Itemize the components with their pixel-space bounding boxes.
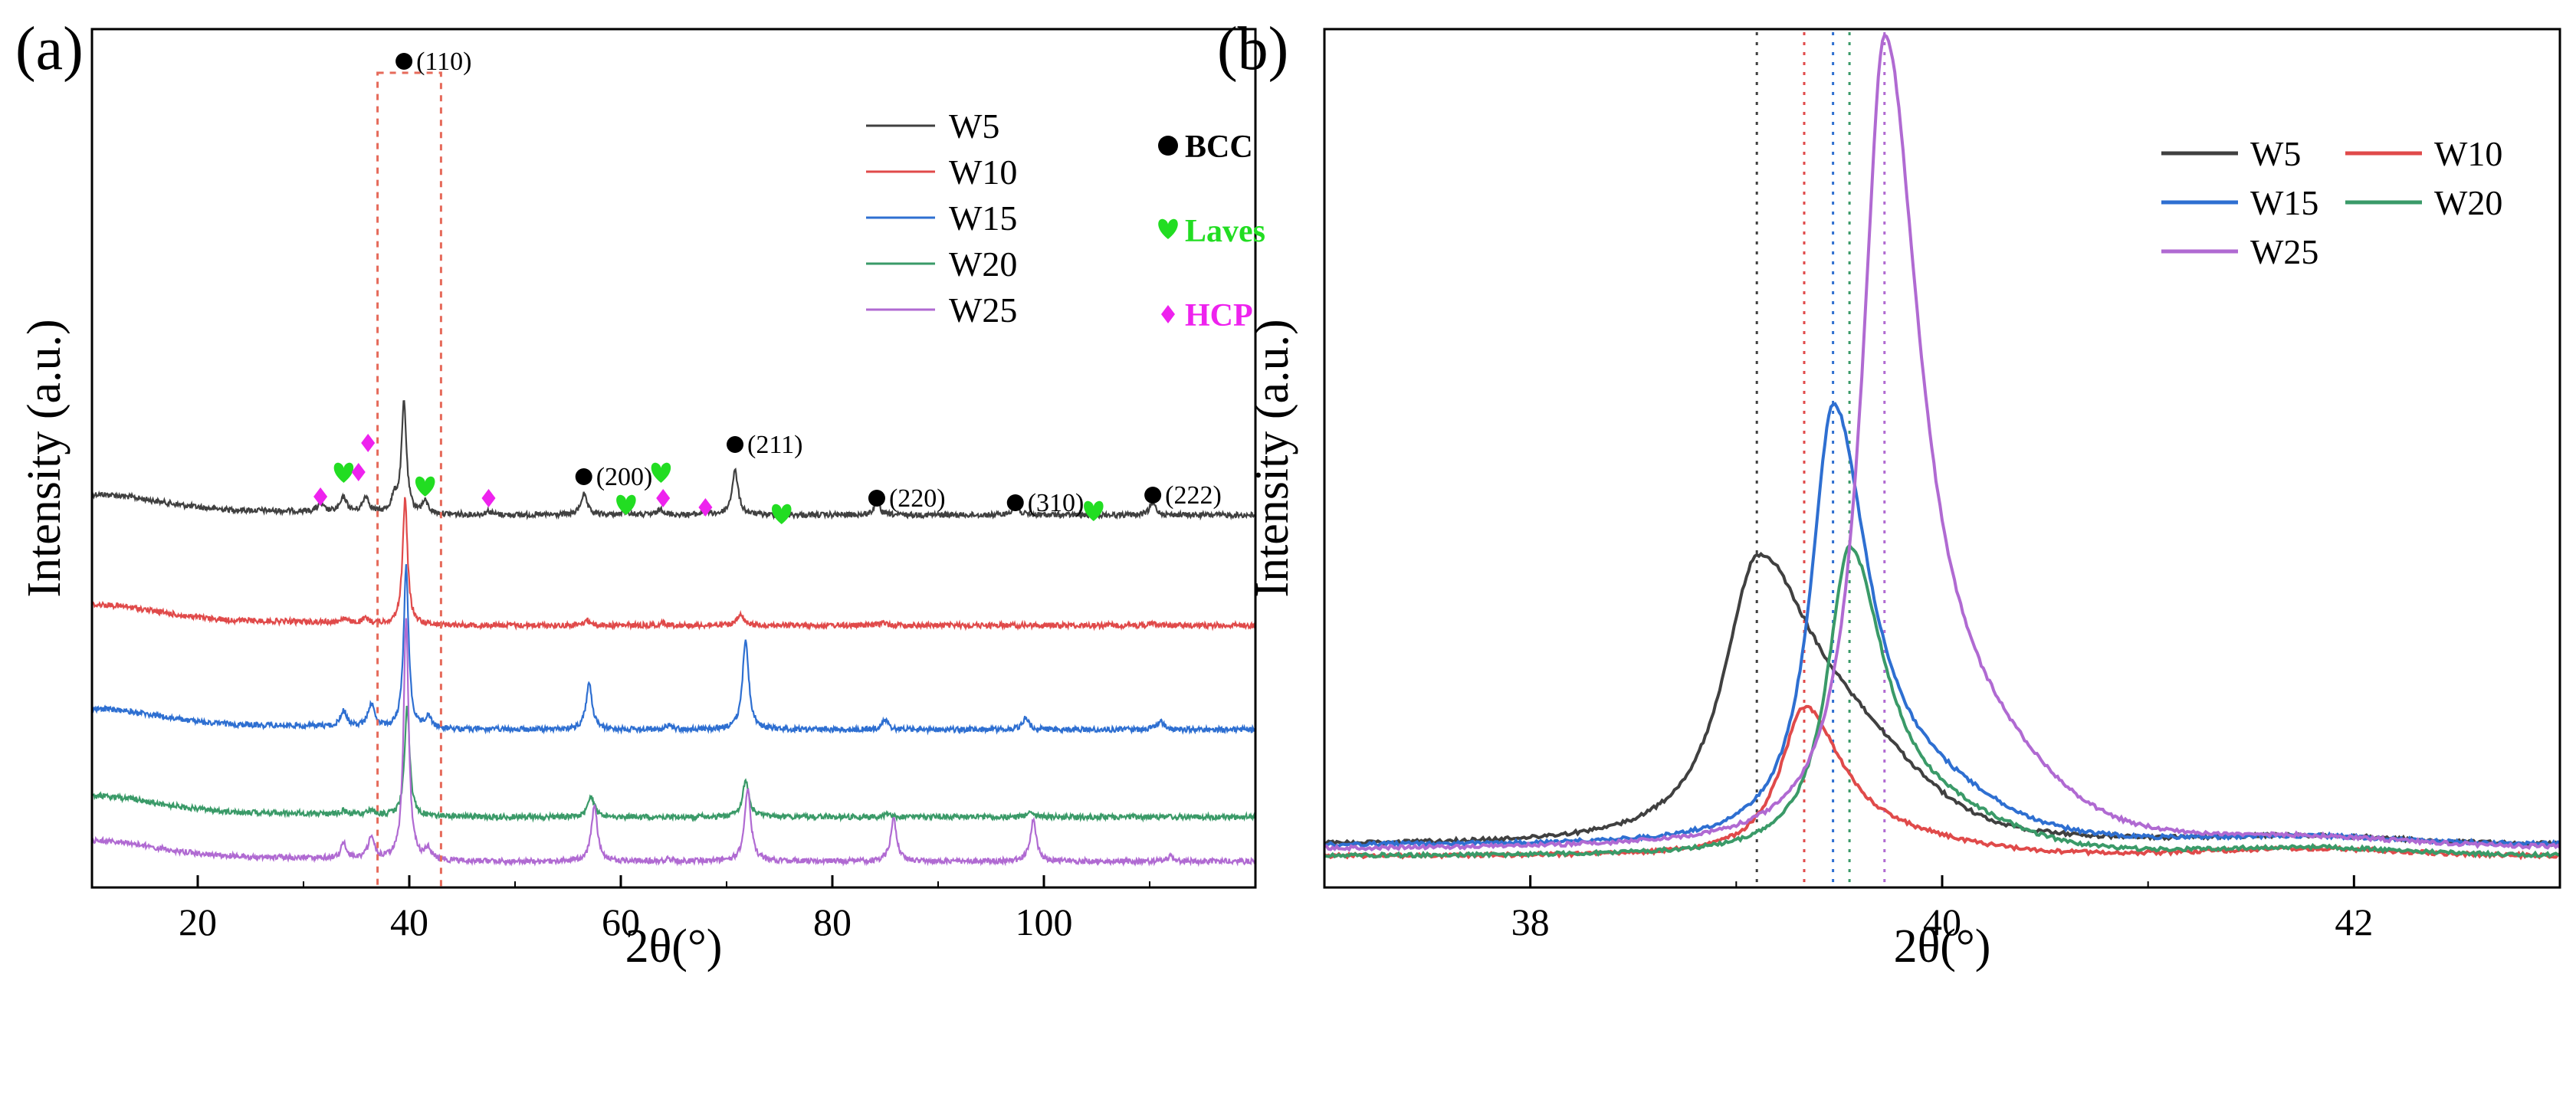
- bcc-marker-icon: [1144, 487, 1162, 504]
- panel-b-x-axis-title: 2θ(°): [1894, 920, 1991, 973]
- legend-label-W20: W20: [2434, 183, 2502, 222]
- hcp-legend-icon: [1161, 305, 1175, 323]
- panel-a: (a) 20 40 60 80 100 2θ(°) Intensity (a.u.) (…: [15, 15, 1265, 973]
- panel-a-y-axis-title: Intensity (a.u.): [18, 319, 71, 597]
- phase-legend-label: HCP: [1185, 298, 1253, 333]
- hkl-label: (310): [1028, 489, 1085, 517]
- x-tick-label: 20: [179, 901, 217, 943]
- laves-marker-icon: [1084, 500, 1104, 521]
- series-line-W5: [90, 400, 1255, 521]
- panel-a-legend: W5 W10 W15 W20 W25: [866, 107, 1017, 330]
- hcp-marker-icon: [361, 434, 376, 452]
- legend-label-W5: W5: [949, 107, 999, 146]
- hkl-label: (222): [1165, 481, 1222, 510]
- laves-marker-icon: [651, 462, 671, 483]
- panel-b-label: (b): [1217, 15, 1288, 83]
- x-tick-label: 60: [602, 901, 640, 943]
- hcp-marker-icon: [481, 489, 496, 507]
- legend-label-W25: W25: [949, 290, 1017, 330]
- panel-a-x-axis-title: 2θ(°): [625, 920, 723, 973]
- panel-a-phase-markers: [313, 434, 1104, 524]
- bcc-marker-icon: [395, 53, 413, 70]
- panel-a-hkl-labels: (110) (200) (211) (220) (310) (222): [395, 48, 1222, 517]
- hcp-marker-icon: [656, 489, 671, 507]
- x-tick-label: 40: [1923, 901, 1961, 943]
- legend-label-W25: W25: [2250, 232, 2318, 271]
- bcc-marker-icon: [868, 490, 885, 507]
- panel-b-frame: [1323, 28, 2561, 889]
- panel-b-y-axis-title: Intensity (a.u.): [1246, 319, 1298, 597]
- series-line-W15: [91, 564, 1256, 736]
- series-line-W25: [1324, 32, 2561, 852]
- panel-b-legend: W5 W10 W15 W20 W25: [2161, 134, 2502, 271]
- laves-marker-icon: [616, 494, 636, 515]
- panel-b-curves: [1323, 32, 2561, 861]
- series-line-W5: [1324, 552, 2561, 848]
- panel-b-reference-lines: [1755, 32, 1886, 887]
- x-tick-label: 80: [813, 901, 852, 943]
- bcc-marker-icon: [575, 468, 592, 485]
- series-line-W25: [91, 618, 1256, 868]
- series-line-W10: [1323, 704, 2561, 861]
- phase-legend-label: Laves: [1185, 214, 1265, 249]
- hkl-label: (110): [416, 48, 471, 76]
- bcc-legend-icon: [1158, 136, 1178, 156]
- panel-a-x-axis: 20 40 60 80 100: [91, 875, 1256, 943]
- laves-marker-icon: [415, 476, 435, 497]
- x-tick-label: 38: [1511, 901, 1550, 943]
- legend-label-W15: W15: [2250, 183, 2318, 222]
- panel-a-frame: [90, 28, 1257, 889]
- legend-label-W5: W5: [2250, 134, 2301, 173]
- x-tick-label: 100: [1016, 901, 1073, 943]
- panel-a-phase-legend: BCC Laves HCP: [1158, 130, 1265, 333]
- panel-b: (b) 38 40 42 2θ(°) Intensity (a.u.) W5 W10W…: [1217, 15, 2561, 973]
- panel-b-x-axis: 38 40 42: [1324, 875, 2561, 943]
- bcc-marker-icon: [727, 436, 744, 453]
- x-tick-label: 40: [390, 901, 428, 943]
- bcc-marker-icon: [1006, 494, 1024, 511]
- series-line-W20: [90, 705, 1256, 823]
- legend-label-W10: W10: [2434, 134, 2502, 173]
- series-line-W20: [1324, 543, 2561, 859]
- hcp-marker-icon: [351, 463, 366, 481]
- laves-marker-icon: [333, 462, 354, 483]
- hcp-marker-icon: [698, 498, 713, 517]
- phase-legend-label: BCC: [1185, 130, 1253, 165]
- hkl-label: (211): [747, 431, 802, 459]
- hcp-marker-icon: [313, 487, 328, 506]
- panel-a-label: (a): [15, 15, 84, 83]
- laves-legend-icon: [1158, 218, 1178, 239]
- panel-a-curves: [90, 400, 1256, 868]
- legend-label-W10: W10: [949, 153, 1017, 192]
- legend-label-W20: W20: [949, 244, 1017, 284]
- hkl-label: (200): [596, 463, 653, 491]
- series-line-W10: [91, 497, 1256, 632]
- hkl-label: (220): [889, 484, 946, 513]
- laves-marker-icon: [771, 504, 792, 524]
- x-tick-label: 42: [2335, 901, 2373, 943]
- legend-label-W15: W15: [949, 198, 1017, 238]
